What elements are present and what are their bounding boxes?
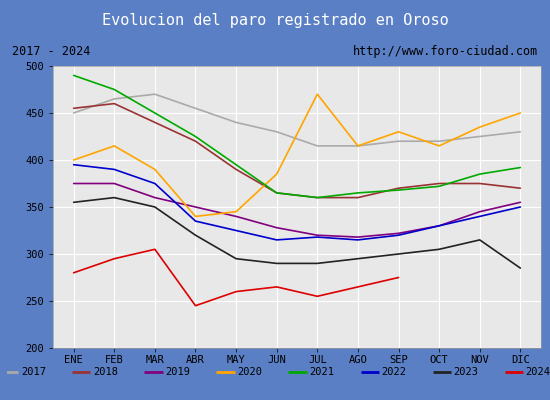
Text: 2023: 2023 <box>454 367 478 377</box>
Text: 2020: 2020 <box>238 367 262 377</box>
Text: 2019: 2019 <box>165 367 190 377</box>
Text: 2018: 2018 <box>93 367 118 377</box>
Text: 2017: 2017 <box>21 367 46 377</box>
Text: 2017 - 2024: 2017 - 2024 <box>12 45 90 58</box>
Text: 2022: 2022 <box>382 367 406 377</box>
Text: Evolucion del paro registrado en Oroso: Evolucion del paro registrado en Oroso <box>102 13 448 28</box>
Text: 2024: 2024 <box>526 367 550 377</box>
Text: http://www.foro-ciudad.com: http://www.foro-ciudad.com <box>353 45 538 58</box>
Text: 2021: 2021 <box>310 367 334 377</box>
